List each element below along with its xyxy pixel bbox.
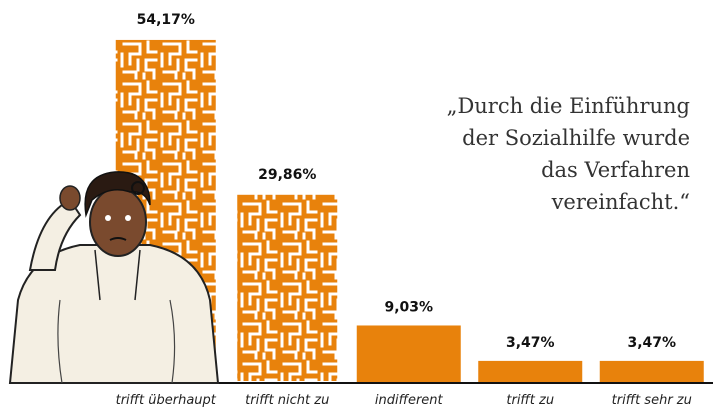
value-label: 29,86% bbox=[258, 167, 316, 183]
bar bbox=[356, 325, 461, 383]
quote: „Durch die Einführung der Sozialhilfe wur… bbox=[447, 94, 690, 214]
category-label: indifferent bbox=[375, 393, 444, 408]
value-label: 3,47% bbox=[627, 335, 676, 351]
quote-line: vereinfacht.“ bbox=[551, 190, 690, 214]
bars: 54,17% 29,86% 9,03% 3,47% 3,47% bbox=[111, 12, 704, 385]
category-label: trifft zu bbox=[506, 393, 554, 408]
quote-line: das Verfahren bbox=[541, 158, 690, 182]
bar bbox=[233, 190, 342, 385]
value-label: 9,03% bbox=[384, 299, 433, 315]
category-label: trifft nicht zu bbox=[245, 393, 329, 408]
category-label: trifft sehr zu bbox=[612, 393, 692, 408]
illustration bbox=[8, 171, 220, 384]
bar bbox=[599, 360, 704, 383]
quote-line: der Sozialhilfe wurde bbox=[462, 126, 690, 150]
value-label: 54,17% bbox=[137, 12, 195, 28]
value-label: 3,47% bbox=[506, 335, 555, 351]
bar bbox=[478, 360, 583, 383]
quote-line: „Durch die Einführung bbox=[447, 94, 690, 118]
category-label: trifft überhaupt bbox=[116, 393, 217, 408]
